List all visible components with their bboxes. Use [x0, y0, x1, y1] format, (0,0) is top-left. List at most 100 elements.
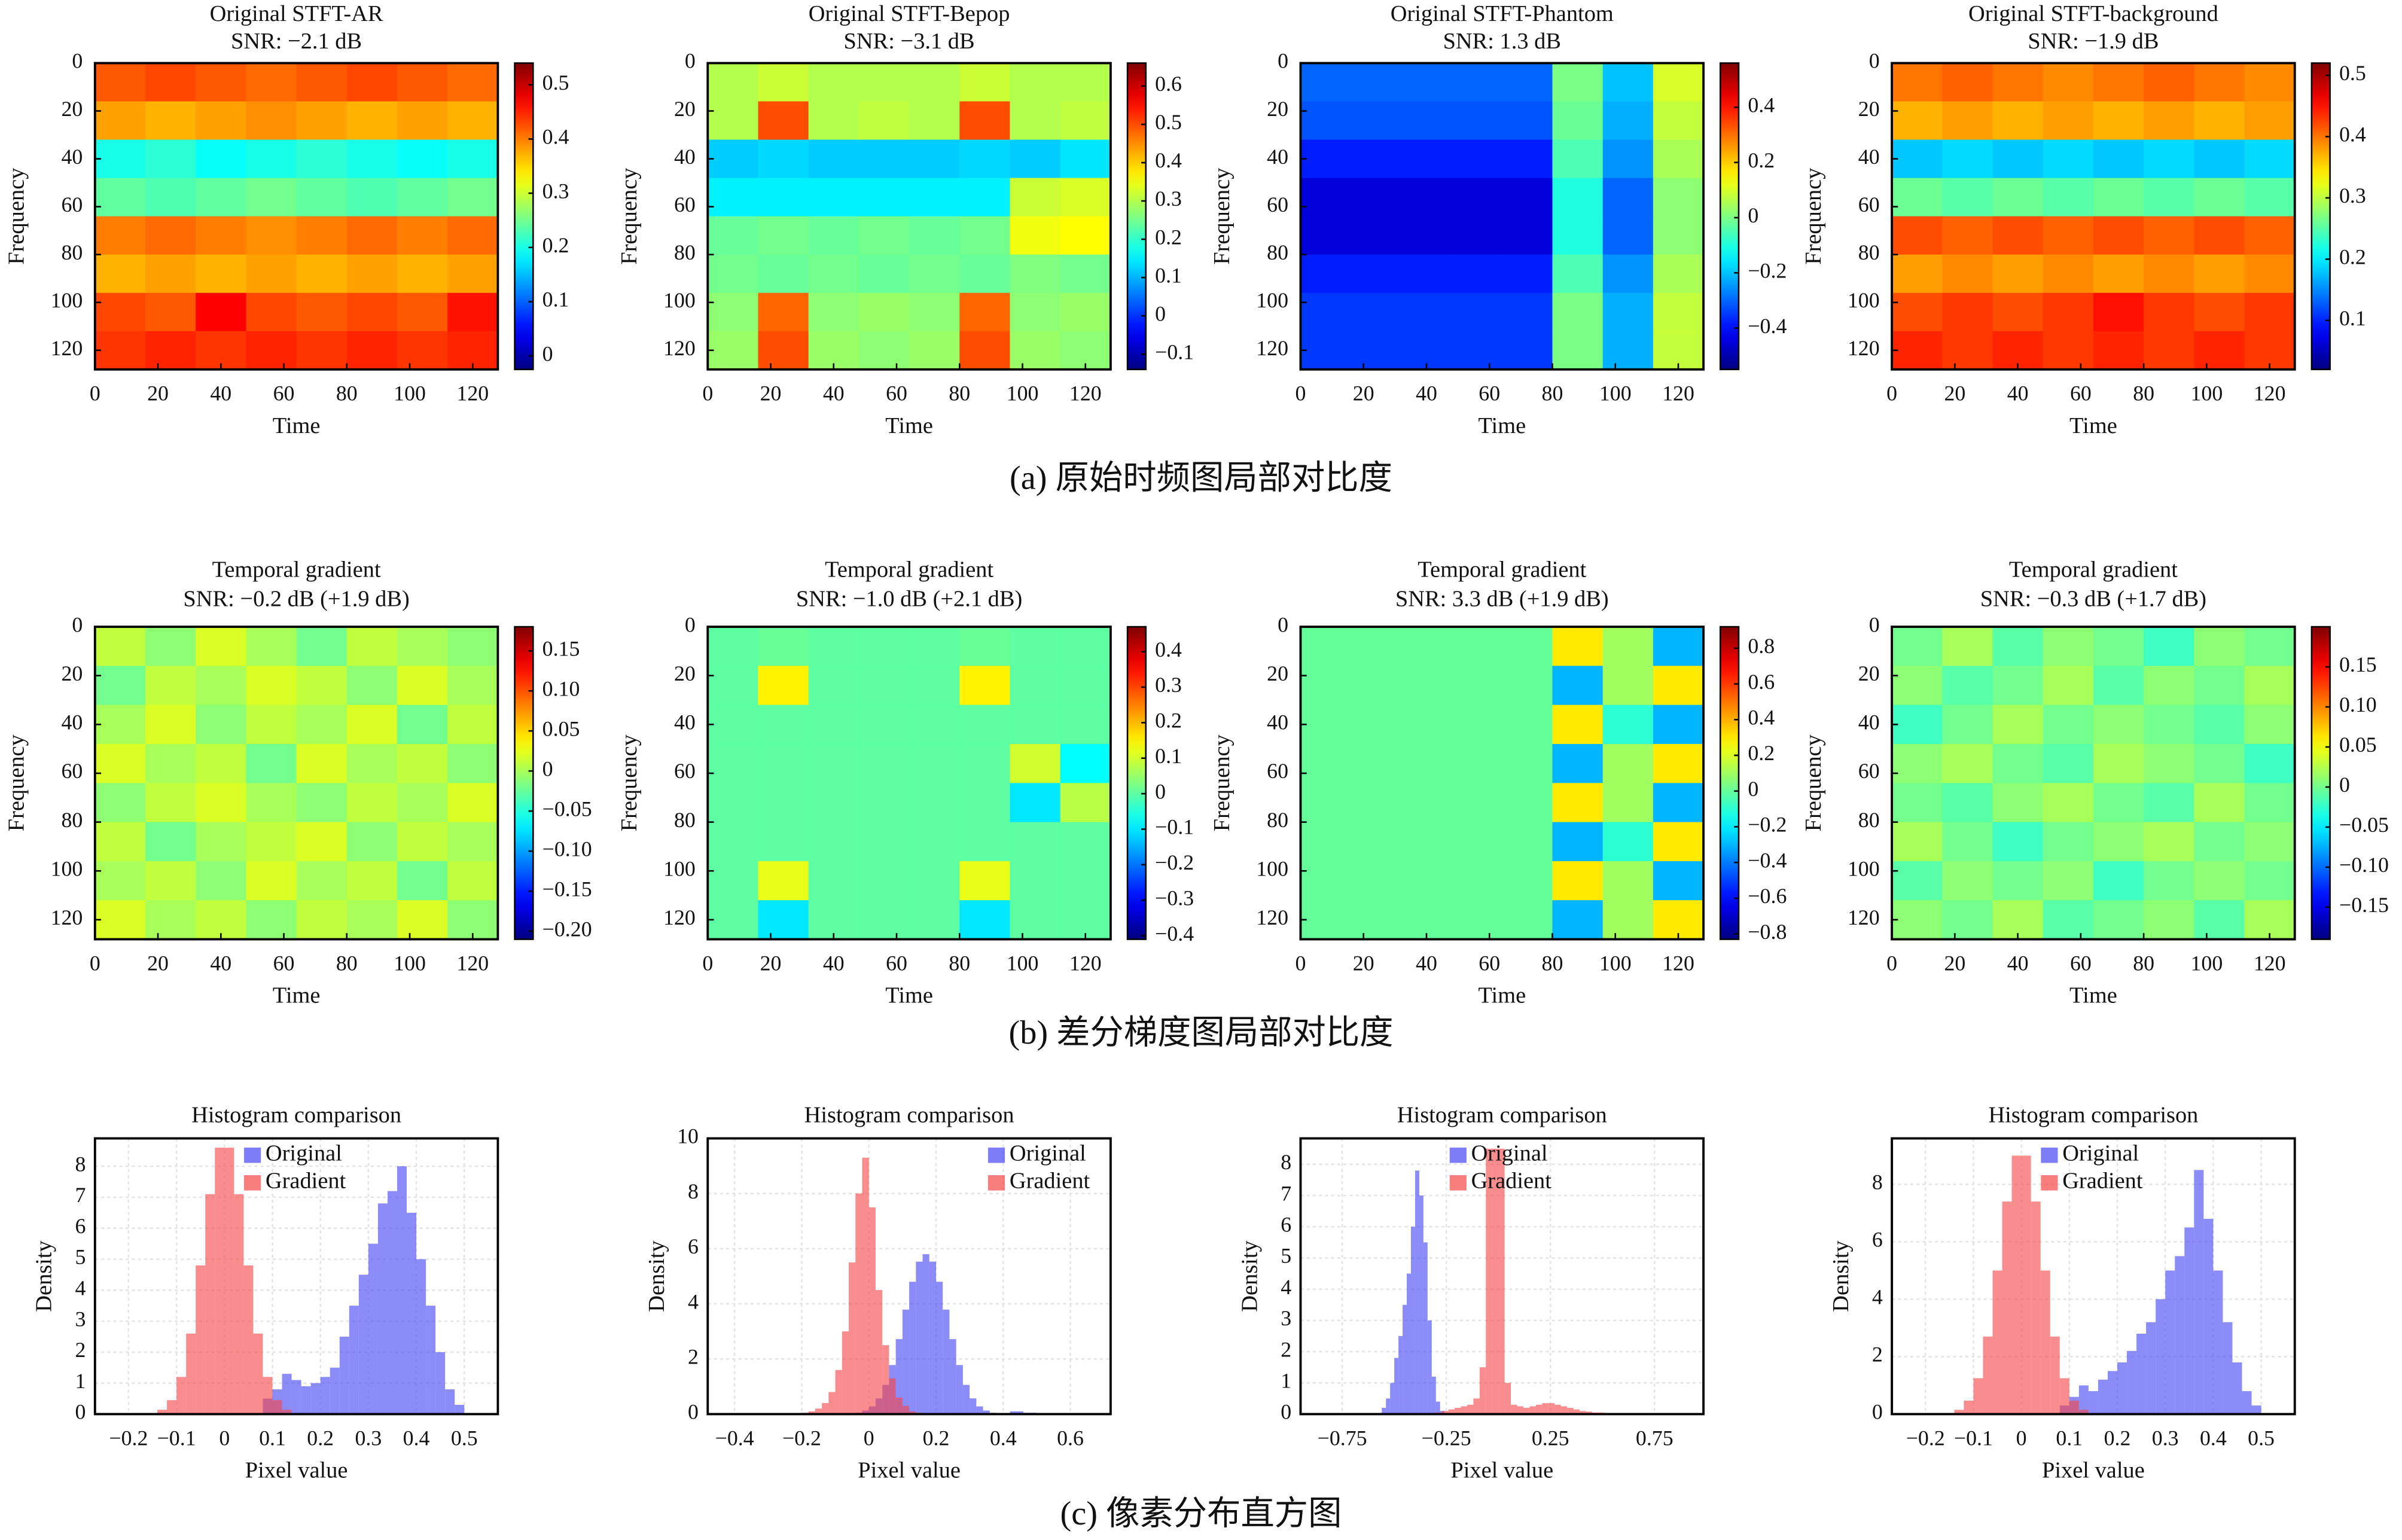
x-tick-label: 0 — [702, 382, 713, 405]
histogram-bar — [2078, 1385, 2089, 1414]
heatmap-cell — [909, 666, 961, 706]
axes-frame — [1299, 62, 1705, 371]
heatmap-cell — [1892, 666, 1943, 706]
histogram-bar — [1016, 1411, 1023, 1414]
heatmap-cell — [397, 900, 449, 940]
heatmap-cell — [758, 216, 809, 255]
histogram-bar — [949, 1339, 956, 1414]
heatmap-cell — [708, 331, 759, 370]
colorbar-tick-label: −0.1 — [1155, 340, 1194, 364]
heatmap-cell — [1992, 101, 2044, 141]
heatmap-cell — [1602, 63, 1654, 102]
x-tick-label: 40 — [823, 382, 845, 405]
histogram-bar — [1517, 1406, 1523, 1414]
heatmap-cell — [296, 822, 348, 862]
histogram-bar — [407, 1212, 417, 1414]
y-tick-label: 2 — [688, 1345, 699, 1369]
heatmap-cell — [1452, 783, 1503, 823]
heatmap-cell — [1502, 666, 1553, 706]
heatmap-cell — [1602, 783, 1654, 823]
x-tick-label: 60 — [886, 951, 907, 975]
heatmap-cell — [1653, 101, 1705, 141]
heatmap-cell — [1452, 743, 1503, 784]
heatmap-cell — [1552, 743, 1604, 784]
y-tick-label: 3 — [75, 1307, 86, 1331]
heatmap-cell — [1502, 627, 1553, 667]
heatmap-cell — [758, 331, 809, 370]
heatmap-cell — [1060, 861, 1111, 901]
histogram-bar — [301, 1386, 311, 1414]
chart-title: Temporal gradient — [2009, 557, 2178, 583]
heatmap-cell — [447, 822, 499, 862]
heatmap-cell — [808, 63, 859, 102]
histogram-bar — [1467, 1404, 1474, 1414]
heatmap-cell — [1653, 743, 1705, 784]
histogram-bar — [1964, 1400, 1974, 1414]
chart-title: Histogram comparison — [1988, 1102, 2198, 1127]
heatmap-cell — [145, 331, 197, 370]
x-tick-label: 60 — [1479, 951, 1500, 975]
histogram-bar — [1394, 1358, 1399, 1414]
legend-label: Gradient — [1010, 1169, 1090, 1194]
colorbar-tick-label: 0.4 — [1748, 706, 1775, 730]
x-tick-label: 100 — [2190, 951, 2223, 975]
y-tick-label: 120 — [1848, 336, 1880, 360]
histogram-bar — [1954, 1410, 1964, 1414]
heatmap-cell — [1892, 63, 1943, 102]
heatmap-cell — [1060, 63, 1111, 102]
y-tick-label: 0 — [75, 1400, 86, 1424]
y-tick-label: 7 — [75, 1183, 86, 1207]
heatmap-cell — [1060, 216, 1111, 255]
heatmap-cell — [1602, 743, 1654, 784]
heatmap-cell — [346, 292, 398, 332]
y-tick-label: 0 — [685, 49, 696, 73]
histogram-bar — [2002, 1201, 2012, 1414]
heatmap-cell — [1992, 178, 2044, 217]
histogram-bar — [1498, 1148, 1505, 1414]
heatmap-cell — [1502, 743, 1553, 784]
heatmap-cell — [296, 254, 348, 294]
heatmap-cell — [959, 101, 1011, 141]
colorbar-tick-label: 0.10 — [2339, 693, 2377, 716]
x-tick-label: 20 — [1944, 382, 1965, 405]
heatmap-cell — [1351, 900, 1402, 940]
heatmap-cell — [1452, 101, 1503, 141]
heatmap-cell — [1502, 139, 1553, 179]
heatmap-cell — [145, 743, 197, 784]
y-tick-label: 2 — [75, 1338, 86, 1362]
heatmap-cell — [708, 292, 759, 332]
heatmap-cell — [2194, 331, 2245, 370]
histogram-bar — [2223, 1322, 2233, 1414]
histogram-bar — [2165, 1270, 2175, 1414]
y-axis-label: Frequency — [4, 734, 29, 831]
axes-frame — [1891, 62, 2296, 371]
y-tick-label: 80 — [674, 808, 696, 832]
y-tick-label: 100 — [663, 288, 696, 312]
heatmap-cell — [1300, 139, 1352, 179]
heatmap-cell — [95, 101, 147, 141]
heatmap-cell — [1401, 783, 1453, 823]
heatmap-cell — [1010, 743, 1061, 784]
heatmap-cell — [2043, 101, 2094, 141]
histogram-bar — [2098, 1379, 2108, 1414]
x-tick-label: 20 — [1353, 951, 1374, 975]
heatmap-cell — [2093, 743, 2145, 784]
heatmap-cell — [1351, 822, 1402, 862]
heatmap-cell — [1300, 254, 1352, 294]
histogram-bar — [2127, 1350, 2137, 1414]
histogram-bar — [1983, 1336, 1993, 1414]
heatmap-cell — [1401, 822, 1453, 862]
heatmap-cell — [1552, 783, 1604, 823]
chart-subtitle: SNR: 3.3 dB (+1.9 dB) — [1395, 586, 1609, 611]
y-tick-label: 0 — [72, 49, 83, 73]
colorbar — [1719, 626, 1740, 940]
heatmap-cell — [1452, 861, 1503, 901]
x-tick-label: 0.4 — [990, 1426, 1017, 1450]
heatmap-cell — [1653, 216, 1705, 255]
x-tick-label: 0.3 — [2152, 1426, 2179, 1450]
heatmap-cell — [196, 139, 247, 179]
heatmap-cell — [1653, 783, 1705, 823]
heatmap-cell — [1452, 216, 1503, 255]
heatmap-cell — [909, 101, 961, 141]
y-tick-label: 120 — [663, 905, 696, 929]
